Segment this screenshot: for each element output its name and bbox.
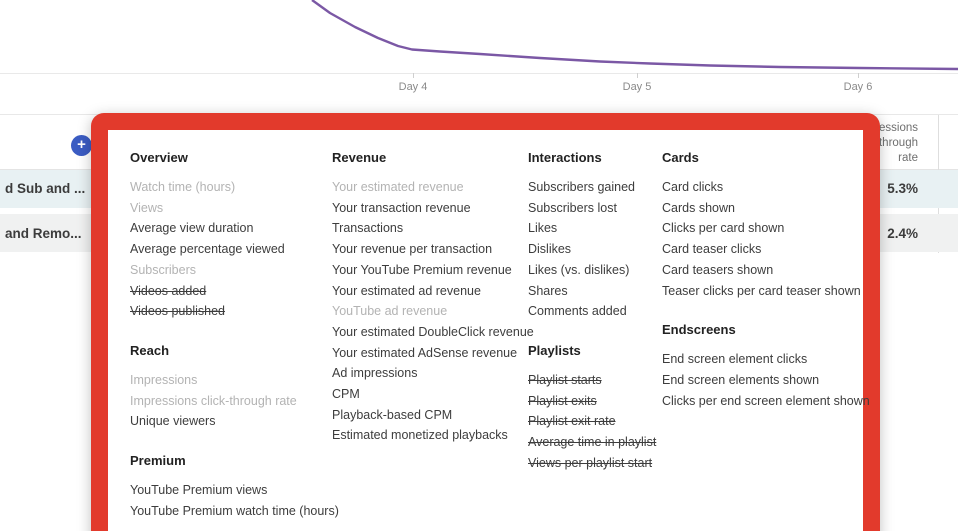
metric-item[interactable]: End screen elements shown: [662, 372, 820, 387]
metric-item[interactable]: Shares: [528, 283, 568, 298]
metrics-picker-content: Overview Watch time (hours) Views Average v…: [108, 130, 870, 531]
metrics-picker-dialog: Overview Watch time (hours) Views Average v…: [91, 113, 880, 531]
metric-item[interactable]: Your transaction revenue: [332, 200, 471, 215]
metric-item[interactable]: Dislikes: [528, 242, 572, 257]
metric-item[interactable]: Subscribers lost: [528, 200, 617, 215]
metric-item[interactable]: Your estimated DoubleClick revenue: [332, 324, 534, 339]
metric-item[interactable]: Views: [130, 200, 164, 215]
x-axis-tick: [413, 73, 414, 78]
metric-item[interactable]: Average view duration: [130, 221, 254, 236]
metric-item[interactable]: YouTube Premium views: [130, 483, 268, 498]
metric-item[interactable]: Playlist starts: [528, 372, 602, 387]
x-tick-label-day5: Day 5: [622, 81, 652, 93]
table-row-ctr-value: 5.3%: [887, 181, 918, 196]
chart-x-axis: [0, 73, 958, 74]
metric-item[interactable]: Comments added: [528, 304, 627, 319]
metric-item[interactable]: Likes: [528, 221, 558, 236]
metric-item[interactable]: Average time in playlist: [528, 435, 657, 450]
metric-item[interactable]: Likes (vs. dislikes): [528, 262, 630, 277]
table-row-label[interactable]: d Sub and ...: [5, 181, 86, 196]
metric-item[interactable]: Card teasers shown: [662, 262, 774, 277]
metric-item[interactable]: Videos added: [130, 283, 207, 298]
metric-item[interactable]: Estimated monetized playbacks: [332, 428, 508, 443]
metric-item[interactable]: Cards shown: [662, 200, 735, 215]
x-tick-label-day4: Day 4: [398, 81, 428, 93]
table-row-ctr-value: 2.4%: [887, 226, 918, 241]
metric-section-title: Reach: [130, 342, 170, 358]
metric-item[interactable]: Your estimated revenue: [332, 180, 464, 194]
metric-item[interactable]: Transactions: [332, 221, 404, 236]
metric-item[interactable]: End screen element clicks: [662, 352, 808, 367]
metric-item[interactable]: Watch time (hours): [130, 180, 236, 194]
metric-item[interactable]: Clicks per card shown: [662, 221, 785, 236]
line-chart: [311, 0, 958, 71]
metric-item[interactable]: YouTube Premium watch time (hours): [130, 503, 339, 518]
x-axis-tick: [858, 73, 859, 78]
metric-section-title: Interactions: [528, 150, 602, 165]
table-row-label[interactable]: and Remo...: [5, 226, 82, 241]
metric-section-title: Premium: [130, 453, 186, 469]
metric-item[interactable]: Your estimated ad revenue: [332, 283, 481, 298]
metric-section-title: Revenue: [332, 150, 387, 165]
metric-item[interactable]: Impressions click-through rate: [130, 393, 297, 408]
metrics-column: Revenue Your estimated revenue Your transa…: [332, 130, 534, 446]
metric-section-title: Overview: [130, 150, 188, 165]
add-metric-button[interactable]: +: [71, 135, 92, 156]
x-axis-tick: [637, 73, 638, 78]
impressions-ctr-column-header: essions through rate: [878, 122, 918, 164]
metrics-column: Interactions Subscribers gained Subscriber…: [528, 130, 660, 473]
metric-section-title: Endscreens: [662, 322, 736, 338]
x-tick-label-day6: Day 6: [843, 81, 873, 93]
metric-item[interactable]: YouTube ad revenue: [332, 304, 448, 319]
metric-item[interactable]: Teaser clicks per card teaser shown: [662, 283, 861, 298]
metric-item[interactable]: Clicks per end screen element shown: [662, 393, 870, 408]
metric-item[interactable]: Impressions: [130, 372, 198, 387]
metric-item[interactable]: Average percentage viewed: [130, 242, 285, 257]
metric-item[interactable]: Playlist exits: [528, 393, 597, 408]
metric-item[interactable]: Videos published: [130, 304, 225, 319]
metric-item[interactable]: CPM: [332, 387, 360, 402]
metric-item[interactable]: Card clicks: [662, 180, 724, 194]
metric-item[interactable]: Playback-based CPM: [332, 407, 453, 422]
metric-item[interactable]: Subscribers gained: [528, 180, 636, 194]
metric-item[interactable]: Ad impressions: [332, 366, 418, 381]
metric-item[interactable]: Card teaser clicks: [662, 242, 762, 257]
metric-item[interactable]: Playlist exit rate: [528, 414, 616, 429]
metric-section-title: Playlists: [528, 342, 581, 358]
metrics-column: Overview Watch time (hours) Views Average v…: [130, 130, 339, 521]
metric-item[interactable]: Views per playlist start: [528, 455, 653, 470]
metric-item[interactable]: Your revenue per transaction: [332, 242, 493, 257]
metric-item[interactable]: Your estimated AdSense revenue: [332, 345, 518, 360]
metric-section-title: Cards: [662, 150, 699, 165]
metric-item[interactable]: Subscribers: [130, 262, 196, 277]
metrics-column: Cards Card clicks Cards shown Clicks per ca…: [662, 130, 870, 411]
chart-series-line: [311, 0, 958, 71]
metric-item[interactable]: Your YouTube Premium revenue: [332, 262, 512, 277]
metric-item[interactable]: Unique viewers: [130, 414, 216, 429]
